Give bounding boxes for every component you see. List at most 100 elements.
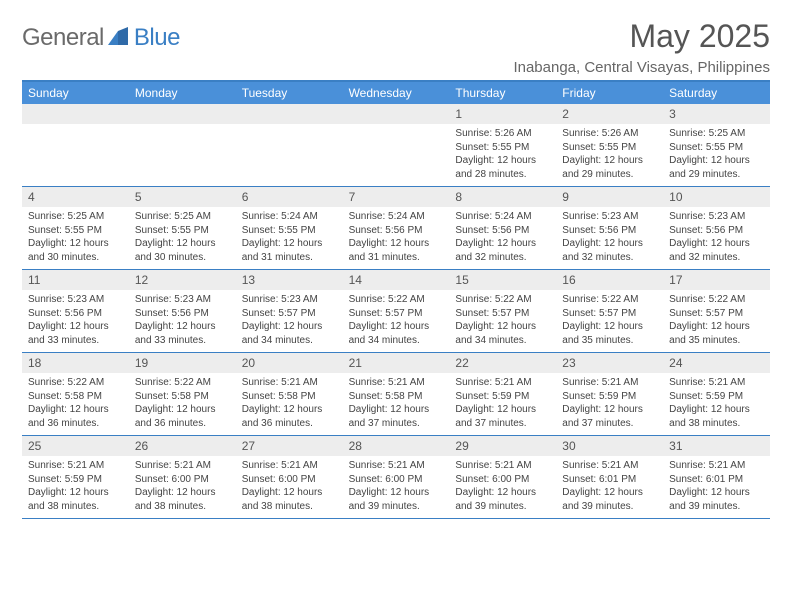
day-number: 6 bbox=[236, 187, 343, 207]
sunrise-text: Sunrise: 5:25 AM bbox=[28, 210, 123, 224]
sunrise-text: Sunrise: 5:21 AM bbox=[242, 459, 337, 473]
day-number bbox=[343, 104, 450, 124]
day-number bbox=[129, 104, 236, 124]
daylight-text: Daylight: 12 hours and 32 minutes. bbox=[455, 237, 550, 264]
day-number: 18 bbox=[22, 353, 129, 373]
daylight-text: Daylight: 12 hours and 39 minutes. bbox=[349, 486, 444, 513]
weekday-header: Friday bbox=[556, 82, 663, 104]
sunset-text: Sunset: 6:00 PM bbox=[349, 473, 444, 487]
sunset-text: Sunset: 5:58 PM bbox=[28, 390, 123, 404]
day-cell: 3Sunrise: 5:25 AMSunset: 5:55 PMDaylight… bbox=[663, 104, 770, 186]
day-cell: 26Sunrise: 5:21 AMSunset: 6:00 PMDayligh… bbox=[129, 436, 236, 518]
location: Inabanga, Central Visayas, Philippines bbox=[513, 59, 770, 76]
day-info: Sunrise: 5:22 AMSunset: 5:57 PMDaylight:… bbox=[663, 290, 770, 351]
day-cell: 2Sunrise: 5:26 AMSunset: 5:55 PMDaylight… bbox=[556, 104, 663, 186]
sunset-text: Sunset: 5:55 PM bbox=[455, 141, 550, 155]
day-cell: 17Sunrise: 5:22 AMSunset: 5:57 PMDayligh… bbox=[663, 270, 770, 352]
title-block: May 2025 Inabanga, Central Visayas, Phil… bbox=[513, 18, 770, 76]
sunset-text: Sunset: 5:57 PM bbox=[562, 307, 657, 321]
day-number: 10 bbox=[663, 187, 770, 207]
sunset-text: Sunset: 5:59 PM bbox=[562, 390, 657, 404]
week-row: 25Sunrise: 5:21 AMSunset: 5:59 PMDayligh… bbox=[22, 436, 770, 519]
sunrise-text: Sunrise: 5:23 AM bbox=[28, 293, 123, 307]
sunset-text: Sunset: 5:55 PM bbox=[562, 141, 657, 155]
day-info: Sunrise: 5:21 AMSunset: 6:00 PMDaylight:… bbox=[236, 456, 343, 517]
day-number bbox=[236, 104, 343, 124]
sunset-text: Sunset: 6:00 PM bbox=[242, 473, 337, 487]
sunset-text: Sunset: 6:01 PM bbox=[562, 473, 657, 487]
day-cell bbox=[343, 104, 450, 186]
sunrise-text: Sunrise: 5:22 AM bbox=[135, 376, 230, 390]
sunset-text: Sunset: 5:57 PM bbox=[669, 307, 764, 321]
day-info: Sunrise: 5:22 AMSunset: 5:57 PMDaylight:… bbox=[449, 290, 556, 351]
sunrise-text: Sunrise: 5:21 AM bbox=[28, 459, 123, 473]
logo-text-blue: Blue bbox=[110, 24, 180, 52]
daylight-text: Daylight: 12 hours and 36 minutes. bbox=[135, 403, 230, 430]
sunset-text: Sunset: 5:58 PM bbox=[135, 390, 230, 404]
weekday-header-row: Sunday Monday Tuesday Wednesday Thursday… bbox=[22, 82, 770, 104]
day-info: Sunrise: 5:21 AMSunset: 5:59 PMDaylight:… bbox=[556, 373, 663, 434]
sunrise-text: Sunrise: 5:21 AM bbox=[562, 459, 657, 473]
day-cell: 6Sunrise: 5:24 AMSunset: 5:55 PMDaylight… bbox=[236, 187, 343, 269]
weekday-header: Sunday bbox=[22, 82, 129, 104]
week-row: 11Sunrise: 5:23 AMSunset: 5:56 PMDayligh… bbox=[22, 270, 770, 353]
weekday-header: Saturday bbox=[663, 82, 770, 104]
sunrise-text: Sunrise: 5:25 AM bbox=[669, 127, 764, 141]
day-cell: 15Sunrise: 5:22 AMSunset: 5:57 PMDayligh… bbox=[449, 270, 556, 352]
sunrise-text: Sunrise: 5:21 AM bbox=[349, 459, 444, 473]
sunset-text: Sunset: 5:56 PM bbox=[669, 224, 764, 238]
weekday-header: Wednesday bbox=[343, 82, 450, 104]
day-cell: 30Sunrise: 5:21 AMSunset: 6:01 PMDayligh… bbox=[556, 436, 663, 518]
sunset-text: Sunset: 5:59 PM bbox=[455, 390, 550, 404]
sunrise-text: Sunrise: 5:21 AM bbox=[242, 376, 337, 390]
sunset-text: Sunset: 5:56 PM bbox=[28, 307, 123, 321]
day-info: Sunrise: 5:23 AMSunset: 5:56 PMDaylight:… bbox=[22, 290, 129, 351]
daylight-text: Daylight: 12 hours and 38 minutes. bbox=[135, 486, 230, 513]
sunrise-text: Sunrise: 5:21 AM bbox=[135, 459, 230, 473]
week-row: 4Sunrise: 5:25 AMSunset: 5:55 PMDaylight… bbox=[22, 187, 770, 270]
sunrise-text: Sunrise: 5:23 AM bbox=[669, 210, 764, 224]
day-info: Sunrise: 5:21 AMSunset: 6:00 PMDaylight:… bbox=[449, 456, 556, 517]
day-info: Sunrise: 5:21 AMSunset: 6:00 PMDaylight:… bbox=[343, 456, 450, 517]
sunrise-text: Sunrise: 5:21 AM bbox=[455, 459, 550, 473]
day-info: Sunrise: 5:21 AMSunset: 6:00 PMDaylight:… bbox=[129, 456, 236, 517]
sunset-text: Sunset: 5:56 PM bbox=[349, 224, 444, 238]
day-info: Sunrise: 5:24 AMSunset: 5:56 PMDaylight:… bbox=[343, 207, 450, 268]
daylight-text: Daylight: 12 hours and 36 minutes. bbox=[28, 403, 123, 430]
day-info: Sunrise: 5:23 AMSunset: 5:56 PMDaylight:… bbox=[556, 207, 663, 268]
day-number: 13 bbox=[236, 270, 343, 290]
day-info: Sunrise: 5:21 AMSunset: 5:59 PMDaylight:… bbox=[22, 456, 129, 517]
day-info: Sunrise: 5:24 AMSunset: 5:56 PMDaylight:… bbox=[449, 207, 556, 268]
day-cell: 4Sunrise: 5:25 AMSunset: 5:55 PMDaylight… bbox=[22, 187, 129, 269]
day-number: 8 bbox=[449, 187, 556, 207]
day-cell: 31Sunrise: 5:21 AMSunset: 6:01 PMDayligh… bbox=[663, 436, 770, 518]
day-cell: 8Sunrise: 5:24 AMSunset: 5:56 PMDaylight… bbox=[449, 187, 556, 269]
day-number: 24 bbox=[663, 353, 770, 373]
day-number: 11 bbox=[22, 270, 129, 290]
day-number: 4 bbox=[22, 187, 129, 207]
sunset-text: Sunset: 5:55 PM bbox=[135, 224, 230, 238]
day-info: Sunrise: 5:23 AMSunset: 5:56 PMDaylight:… bbox=[129, 290, 236, 351]
daylight-text: Daylight: 12 hours and 39 minutes. bbox=[562, 486, 657, 513]
day-number: 19 bbox=[129, 353, 236, 373]
daylight-text: Daylight: 12 hours and 34 minutes. bbox=[455, 320, 550, 347]
sunrise-text: Sunrise: 5:22 AM bbox=[349, 293, 444, 307]
day-cell: 12Sunrise: 5:23 AMSunset: 5:56 PMDayligh… bbox=[129, 270, 236, 352]
sunset-text: Sunset: 5:55 PM bbox=[242, 224, 337, 238]
sunrise-text: Sunrise: 5:26 AM bbox=[455, 127, 550, 141]
sunrise-text: Sunrise: 5:24 AM bbox=[242, 210, 337, 224]
daylight-text: Daylight: 12 hours and 29 minutes. bbox=[669, 154, 764, 181]
day-info: Sunrise: 5:25 AMSunset: 5:55 PMDaylight:… bbox=[129, 207, 236, 268]
day-number: 5 bbox=[129, 187, 236, 207]
day-cell: 23Sunrise: 5:21 AMSunset: 5:59 PMDayligh… bbox=[556, 353, 663, 435]
sunset-text: Sunset: 5:58 PM bbox=[349, 390, 444, 404]
sunset-text: Sunset: 5:55 PM bbox=[28, 224, 123, 238]
day-number: 17 bbox=[663, 270, 770, 290]
day-info: Sunrise: 5:23 AMSunset: 5:57 PMDaylight:… bbox=[236, 290, 343, 351]
day-info: Sunrise: 5:24 AMSunset: 5:55 PMDaylight:… bbox=[236, 207, 343, 268]
day-cell: 19 Sunrise: 5:22 AMSunset: 5:58 PMDayligh… bbox=[129, 353, 236, 435]
sunrise-text: Sunrise: 5:24 AM bbox=[349, 210, 444, 224]
daylight-text: Daylight: 12 hours and 30 minutes. bbox=[135, 237, 230, 264]
sunset-text: Sunset: 6:00 PM bbox=[135, 473, 230, 487]
day-number: 21 bbox=[343, 353, 450, 373]
